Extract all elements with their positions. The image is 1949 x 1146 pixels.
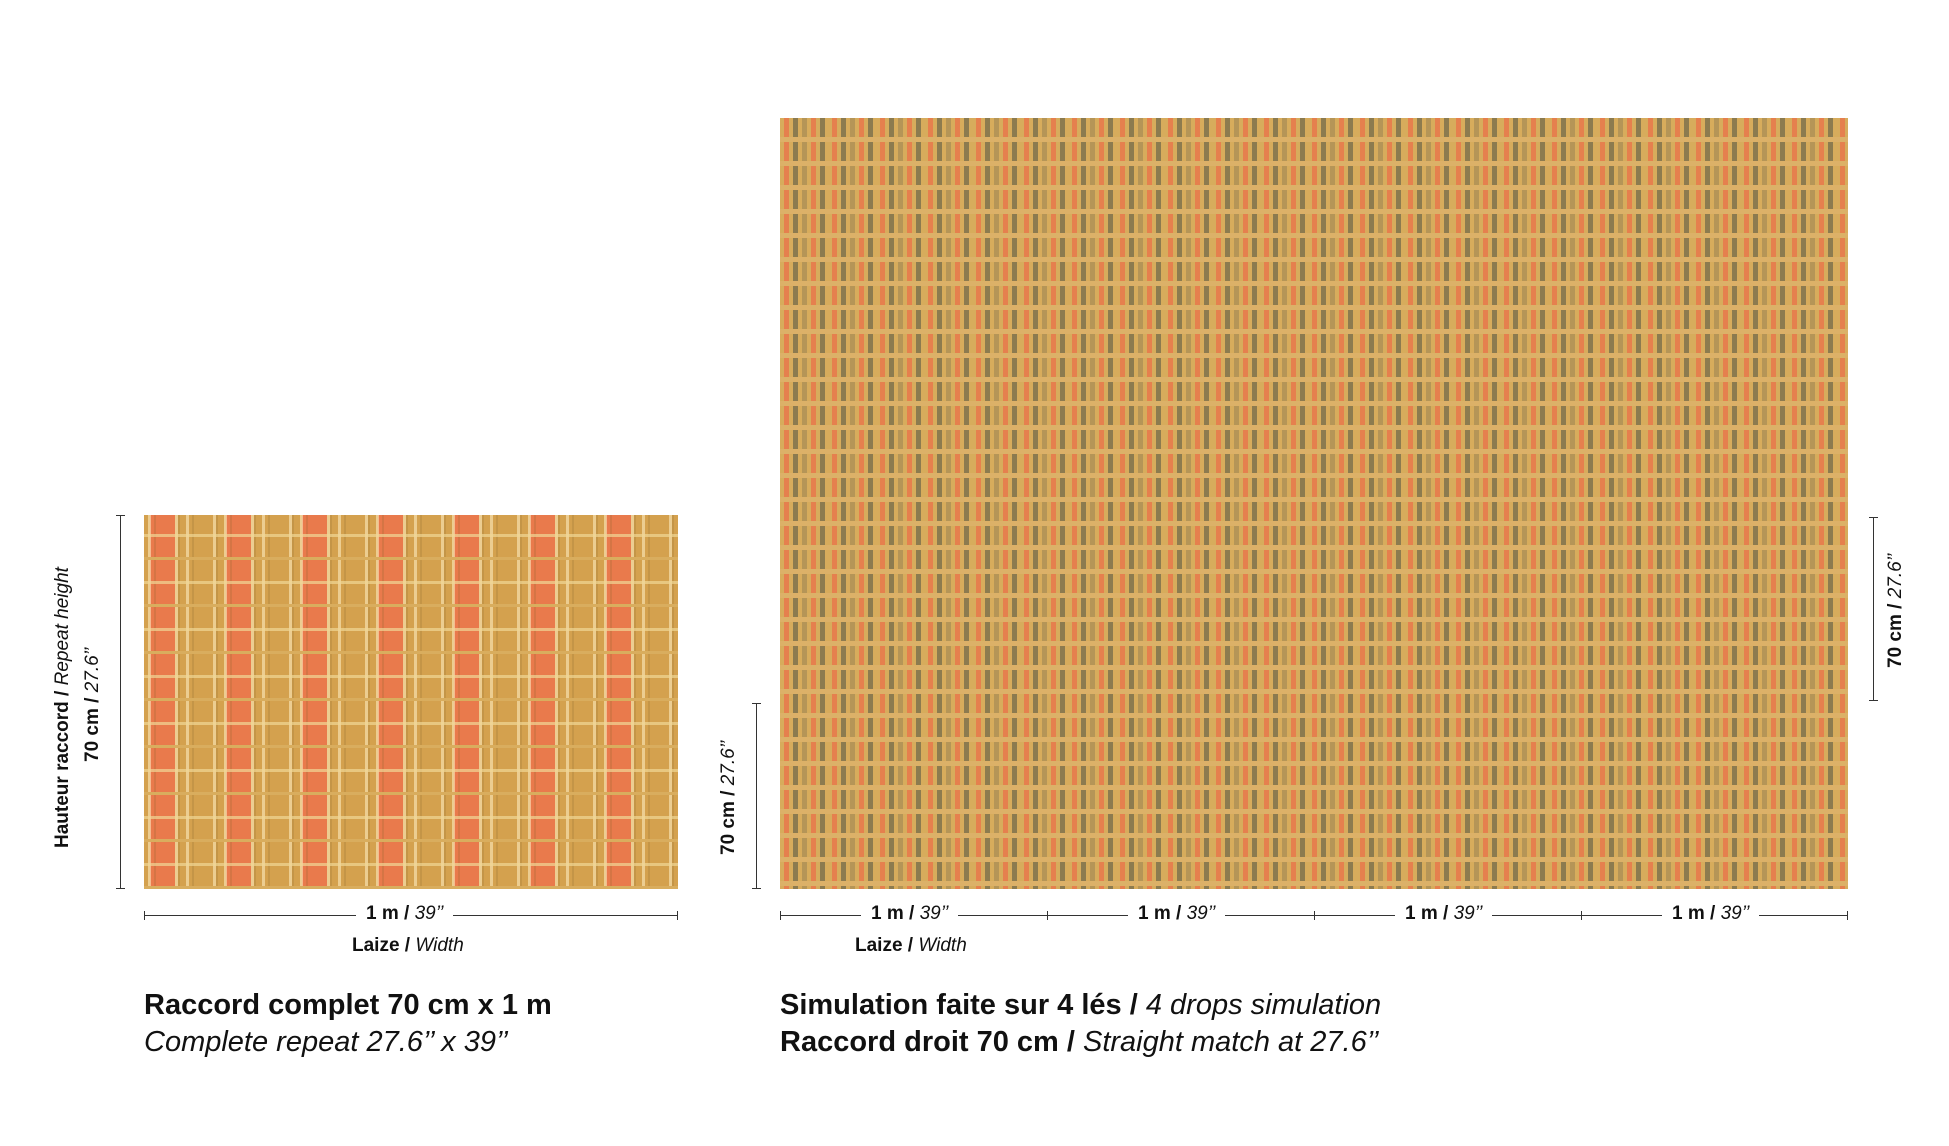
repeat-height-label: Hauteur raccord / Repeat height [52,567,73,848]
repeat-height-value: 70 cm / 27.6’’ [82,647,103,762]
simulation-width-label: Laize / Width [855,935,967,956]
repeat-height-dimension-line [116,515,125,889]
complete-repeat-caption: Raccord complet 70 cm x 1 m Complete rep… [144,989,552,1058]
drop-3-width: 1 m / 39’’ [1395,903,1493,925]
drop-1-width: 1 m / 39’’ [861,903,959,925]
simulation-caption: Simulation faite sur 4 lés / 4 drops sim… [780,989,1382,1058]
left-width-label: Laize / Width [352,935,464,956]
simulation-left-height-value: 70 cm / 27.6’’ [718,740,739,855]
simulation-right-height-line [1869,517,1878,701]
simulation-left-height-line [752,703,761,889]
simulation-right-height-value: 70 cm / 27.6’’ [1885,553,1906,668]
drop-4-width: 1 m / 39’’ [1662,903,1760,925]
drop-2-width: 1 m / 39’’ [1128,903,1226,925]
drops-simulation-swatch [780,118,1848,889]
complete-repeat-swatch [144,515,678,889]
left-width-value: 1 m / 39’’ [356,903,454,925]
